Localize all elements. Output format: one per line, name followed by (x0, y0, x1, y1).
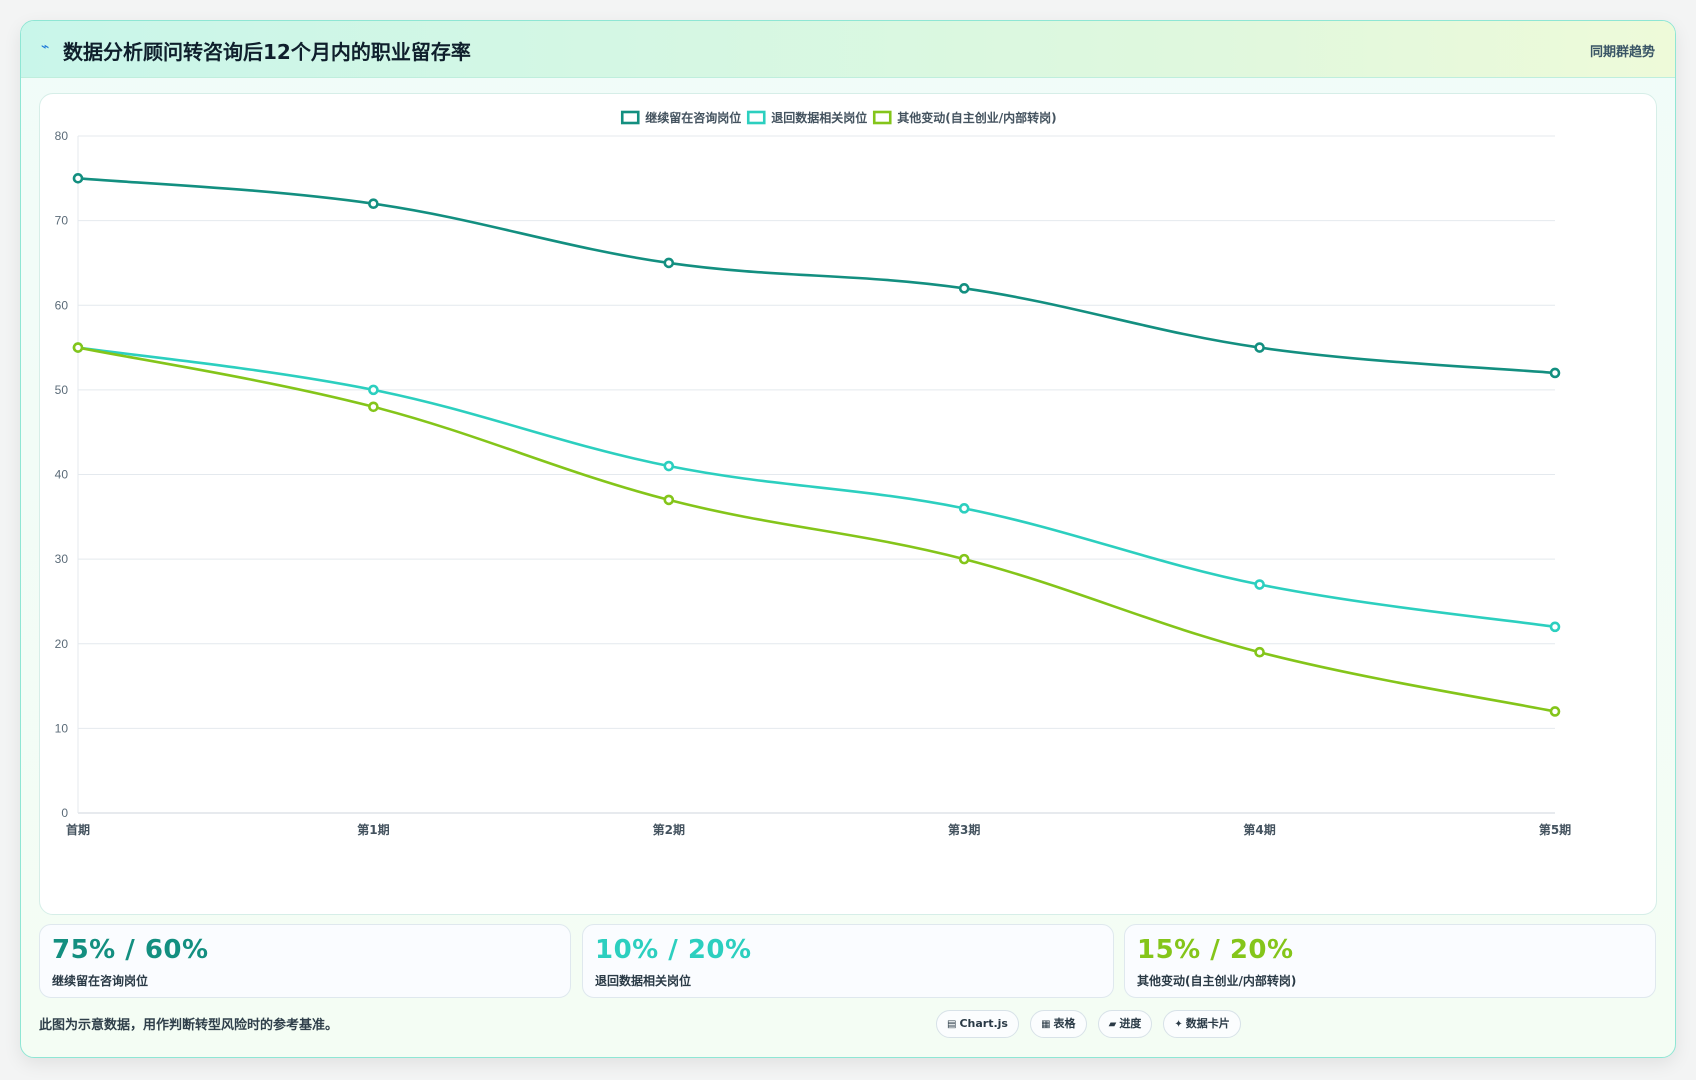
y-tick-label: 30 (55, 552, 69, 566)
y-tick-label: 20 (55, 637, 69, 651)
data-point (958, 503, 970, 514)
data-point (1254, 342, 1265, 353)
data-point (958, 553, 970, 565)
stat-card-data-role: 10% / 20% 退回数据相关岗位 (582, 924, 1114, 998)
y-tick-label: 50 (55, 383, 69, 397)
trend-line-icon: ⌁ (41, 39, 50, 55)
legend-label: 继续留在咨询岗位 (645, 110, 741, 125)
data-point (958, 283, 970, 294)
data-point (663, 494, 675, 506)
chart-icon: ▤ (947, 1019, 957, 1030)
x-tick-label: 首期 (66, 822, 90, 837)
line-chart: 0 10 20 30 40 50 60 70 80 首期 第1期 第2期 第3期 第4期 第5期 继续留在咨询… (55, 110, 1572, 837)
x-tick-label: 第1期 (357, 822, 389, 837)
data-point (1254, 646, 1265, 658)
stat-value: 10% / 20% (595, 935, 752, 965)
x-tick-label: 第2期 (653, 822, 685, 837)
pill-label: 进度 (1119, 1017, 1142, 1030)
series-line-2 (77, 346, 1556, 713)
legend-swatch (872, 110, 892, 125)
y-tick-label: 60 (55, 298, 69, 312)
stat-label: 继续留在咨询岗位 (52, 974, 149, 988)
pill-table[interactable]: ▦ 表格 (1030, 1010, 1087, 1038)
data-point (72, 173, 84, 184)
progress-icon: ▰ (1108, 1019, 1117, 1030)
x-tick-label: 第5期 (1539, 822, 1571, 837)
y-tick-label: 10 (55, 721, 69, 735)
pill-data-card[interactable]: ✦ 数据卡片 (1163, 1010, 1241, 1038)
table-icon: ▦ (1041, 1019, 1051, 1030)
data-point (1549, 621, 1561, 633)
stat-value: 15% / 20% (1137, 935, 1294, 965)
stat-value: 75% / 60% (52, 935, 209, 965)
chart-card: ⌁ 数据分析顾问转咨询后12个月内的职业留存率 同期群趋势 0 10 20 30 40 5… (20, 20, 1676, 1058)
footnote: 此图为示意数据，用作判断转型风险时的参考基准。 (39, 1018, 339, 1033)
stat-label: 其他变动(自主创业/内部转岗) (1137, 974, 1297, 988)
header-tag: 同期群趋势 (1589, 45, 1655, 60)
x-tick-label: 第4期 (1243, 822, 1275, 837)
chart-panel: 0 10 20 30 40 50 60 70 80 首期 第1期 第2期 第3期 第4期 第5期 继续留在咨询… (39, 93, 1657, 915)
legend-swatch (620, 110, 640, 125)
y-tick-label: 0 (61, 806, 68, 820)
card-header: ⌁ 数据分析顾问转咨询后12个月内的职业留存率 同期群趋势 (21, 21, 1675, 78)
pill-label: 表格 (1053, 1017, 1076, 1030)
pill-chartjs[interactable]: ▤ Chart.js (936, 1010, 1019, 1038)
y-tick-label: 40 (55, 468, 69, 482)
series-line-1 (77, 346, 1556, 629)
data-point (72, 342, 84, 353)
y-tick-label: 70 (55, 214, 69, 228)
series-line-0 (77, 177, 1556, 375)
view-switcher: ▤ Chart.js ▦ 表格 ▰ 进度 ✦ 数据卡片 (936, 1010, 1247, 1040)
legend-label: 其他变动(自主创业/内部转岗) (897, 110, 1056, 125)
data-point (663, 257, 675, 269)
legend-label: 退回数据相关岗位 (771, 110, 867, 125)
legend-swatch (746, 110, 766, 125)
data-point (663, 460, 675, 472)
pill-label: Chart.js (959, 1017, 1008, 1030)
chart-title: 数据分析顾问转咨询后12个月内的职业留存率 (63, 40, 471, 64)
stat-card-consulting: 75% / 60% 继续留在咨询岗位 (39, 924, 571, 998)
data-point (1254, 579, 1265, 590)
pill-label: 数据卡片 (1185, 1017, 1230, 1030)
data-point (368, 401, 379, 413)
sparkle-icon: ✦ (1174, 1019, 1183, 1030)
data-point (1549, 367, 1561, 379)
data-point (368, 384, 379, 396)
y-tick-label: 80 (55, 129, 69, 143)
stat-label: 退回数据相关岗位 (595, 974, 692, 988)
pill-progress[interactable]: ▰ 进度 (1097, 1010, 1153, 1038)
stat-card-other: 15% / 20% 其他变动(自主创业/内部转岗) (1124, 924, 1656, 998)
x-tick-label: 第3期 (948, 822, 980, 837)
data-point (1549, 706, 1561, 717)
data-point (368, 198, 379, 209)
